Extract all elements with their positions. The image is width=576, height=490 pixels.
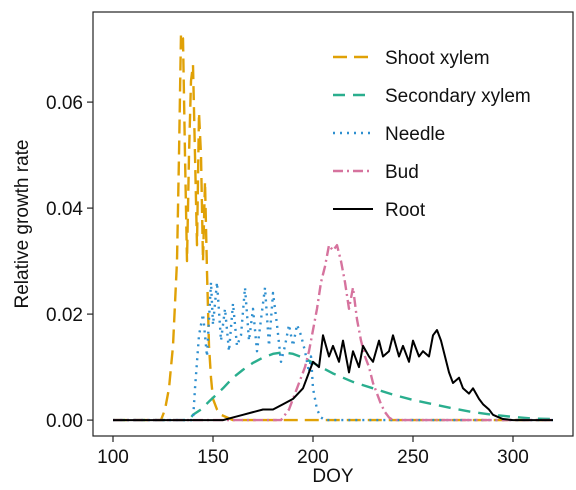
legend-label-bud: Bud (385, 162, 419, 183)
x-tick-label: 150 (197, 447, 229, 468)
plot-frame (92, 11, 574, 437)
y-axis-label: Relative growth rate (12, 140, 33, 309)
series-line-shoot-xylem (113, 32, 553, 422)
legend-label-root: Root (385, 200, 426, 221)
y-tick-label: 0.00 (46, 411, 83, 432)
plot-lines (113, 32, 554, 422)
y-tick-label: 0.04 (46, 199, 83, 220)
y-tick-label: 0.06 (46, 93, 83, 114)
series-line-root (113, 329, 553, 422)
legend: Shoot xylem Secondary xylem Needle Bud Root (333, 48, 531, 221)
series-line-secondary-xylem (113, 351, 554, 422)
legend-label-shoot-xylem: Shoot xylem (385, 48, 490, 69)
legend-label-secondary-xylem: Secondary xylem (385, 86, 531, 107)
series-line-bud (113, 244, 553, 422)
x-axis-label: DOY (312, 466, 354, 487)
x-tick-label: 250 (397, 447, 429, 468)
x-tick-label: 100 (97, 447, 129, 468)
y-tick-label: 0.02 (46, 305, 83, 326)
x-tick-label: 200 (297, 447, 329, 468)
legend-label-needle: Needle (385, 124, 445, 145)
x-axis-ticks: 100 150 200 250 300 (97, 436, 529, 468)
series-line-needle (113, 281, 553, 422)
x-tick-label: 300 (497, 447, 529, 468)
y-axis-ticks: 0.00 0.02 0.04 0.06 (46, 93, 93, 432)
